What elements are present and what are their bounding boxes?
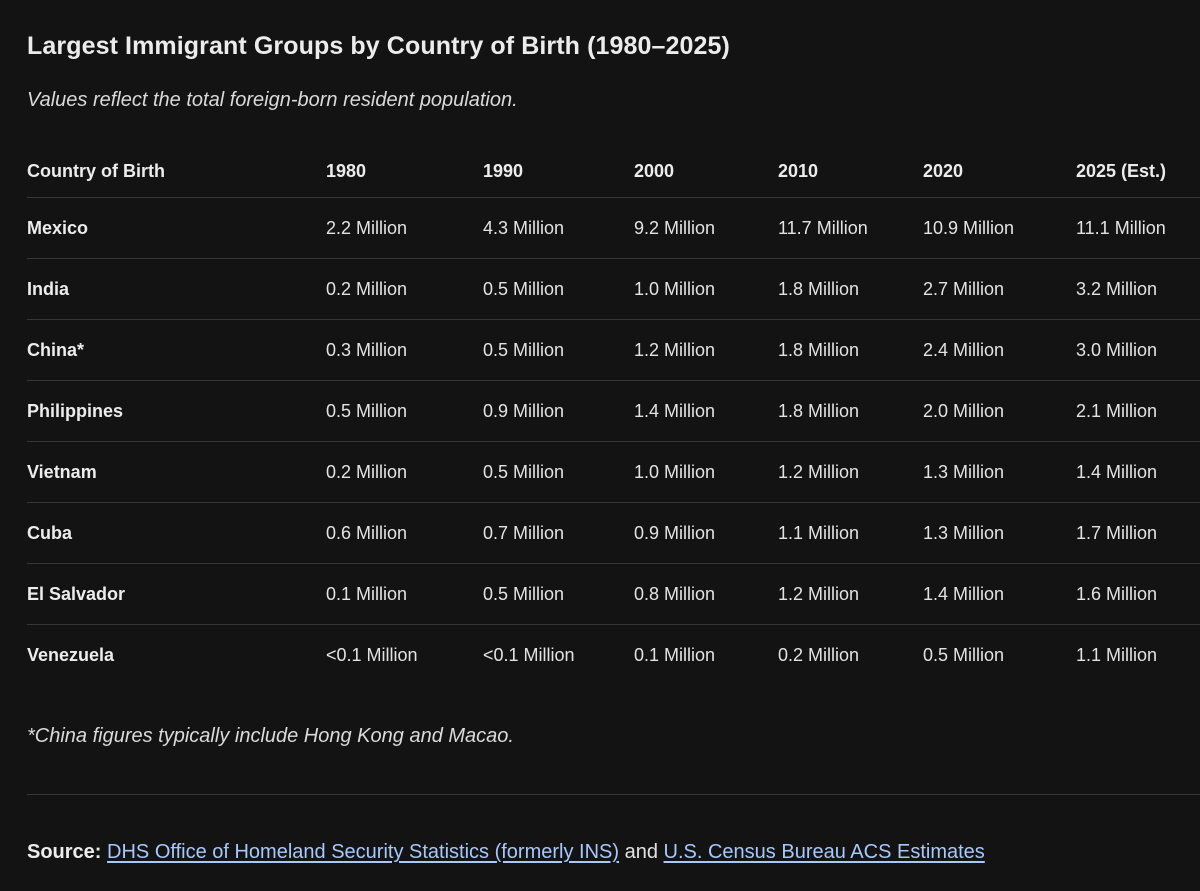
census-source-link[interactable]: U.S. Census Bureau ACS Estimates — [663, 841, 985, 863]
value-cell: 1.3 Million — [923, 441, 1076, 503]
value-cell: 0.5 Million — [326, 380, 483, 442]
table-subtitle: Values reflect the total foreign-born re… — [27, 89, 518, 111]
country-cell: Vietnam — [27, 441, 326, 503]
table-row: Philippines 0.5 Million 0.9 Million 1.4 … — [27, 380, 1200, 442]
value-cell: 1.0 Million — [634, 441, 778, 503]
value-cell: 1.4 Million — [1076, 441, 1200, 503]
value-cell: 0.9 Million — [483, 380, 634, 442]
value-cell: 1.2 Million — [634, 319, 778, 381]
table-row: Venezuela <0.1 Million <0.1 Million 0.1 … — [27, 625, 1200, 686]
value-cell: 0.9 Million — [634, 502, 778, 564]
header-2010: 2010 — [778, 145, 923, 198]
header-2020: 2020 — [923, 145, 1076, 198]
value-cell: 11.7 Million — [778, 197, 923, 259]
country-cell: El Salvador — [27, 563, 326, 625]
value-cell: 3.0 Million — [1076, 319, 1200, 381]
source-connector: and — [624, 841, 658, 863]
section-divider — [27, 794, 1200, 795]
value-cell: 1.7 Million — [1076, 502, 1200, 564]
source-line: Source: DHS Office of Homeland Security … — [27, 841, 985, 864]
value-cell: 0.7 Million — [483, 502, 634, 564]
value-cell: 1.6 Million — [1076, 563, 1200, 625]
table-row: India 0.2 Million 0.5 Million 1.0 Millio… — [27, 258, 1200, 320]
table-header-row: Country of Birth 1980 1990 2000 2010 202… — [27, 145, 1200, 198]
value-cell: 1.8 Million — [778, 258, 923, 320]
value-cell: 9.2 Million — [634, 197, 778, 259]
value-cell: 2.0 Million — [923, 380, 1076, 442]
value-cell: 0.5 Million — [483, 258, 634, 320]
value-cell: 2.7 Million — [923, 258, 1076, 320]
country-cell: Venezuela — [27, 644, 115, 665]
value-cell: 0.2 Million — [778, 644, 860, 665]
value-cell: 0.5 Million — [483, 441, 634, 503]
value-cell: 1.0 Million — [634, 258, 778, 320]
header-2000: 2000 — [634, 145, 778, 198]
value-cell: 0.8 Million — [634, 563, 778, 625]
header-1980: 1980 — [326, 145, 483, 198]
value-cell: 0.3 Million — [326, 319, 483, 381]
table-row: Cuba 0.6 Million 0.7 Million 0.9 Million… — [27, 502, 1200, 564]
table-row: El Salvador 0.1 Million 0.5 Million 0.8 … — [27, 563, 1200, 625]
value-cell: 1.2 Million — [778, 563, 923, 625]
value-cell: 1.2 Million — [778, 441, 923, 503]
country-cell: China* — [27, 319, 326, 381]
table-row: Mexico 2.2 Million 4.3 Million 9.2 Milli… — [27, 197, 1200, 259]
dhs-source-link[interactable]: DHS Office of Homeland Security Statisti… — [107, 841, 620, 863]
value-cell: 0.5 Million — [483, 319, 634, 381]
country-cell: Cuba — [27, 502, 326, 564]
value-cell: 0.1 Million — [326, 563, 483, 625]
header-2025: 2025 (Est.) — [1076, 145, 1200, 198]
value-cell: 0.5 Million — [923, 644, 1005, 665]
value-cell: 1.4 Million — [634, 380, 778, 442]
value-cell: 10.9 Million — [923, 197, 1076, 259]
table-title: Largest Immigrant Groups by Country of B… — [27, 32, 730, 60]
value-cell: 1.1 Million — [1076, 644, 1158, 665]
value-cell: 1.8 Million — [778, 380, 923, 442]
value-cell: <0.1 Million — [483, 644, 575, 665]
value-cell: 0.1 Million — [634, 644, 716, 665]
value-cell: 1.4 Million — [923, 563, 1076, 625]
value-cell: 0.2 Million — [326, 258, 483, 320]
immigrant-groups-table: Country of Birth 1980 1990 2000 2010 202… — [27, 145, 1200, 685]
value-cell: 2.4 Million — [923, 319, 1076, 381]
value-cell: 0.2 Million — [326, 441, 483, 503]
value-cell: 2.2 Million — [326, 197, 483, 259]
source-label: Source: — [27, 841, 102, 863]
china-footnote: *China figures typically include Hong Ko… — [27, 725, 514, 747]
country-cell: India — [27, 258, 326, 320]
table-row: China* 0.3 Million 0.5 Million 1.2 Milli… — [27, 319, 1200, 381]
value-cell: 4.3 Million — [483, 197, 634, 259]
header-1990: 1990 — [483, 145, 634, 198]
value-cell: 11.1 Million — [1076, 197, 1200, 259]
value-cell: 1.3 Million — [923, 502, 1076, 564]
value-cell: 3.2 Million — [1076, 258, 1200, 320]
value-cell: 1.1 Million — [778, 502, 923, 564]
country-cell: Mexico — [27, 197, 326, 259]
country-cell: Philippines — [27, 380, 326, 442]
value-cell: 0.5 Million — [483, 563, 634, 625]
value-cell: <0.1 Million — [326, 644, 418, 665]
header-country: Country of Birth — [27, 145, 326, 198]
table-row: Vietnam 0.2 Million 0.5 Million 1.0 Mill… — [27, 441, 1200, 503]
value-cell: 1.8 Million — [778, 319, 923, 381]
value-cell: 0.6 Million — [326, 502, 483, 564]
value-cell: 2.1 Million — [1076, 380, 1200, 442]
